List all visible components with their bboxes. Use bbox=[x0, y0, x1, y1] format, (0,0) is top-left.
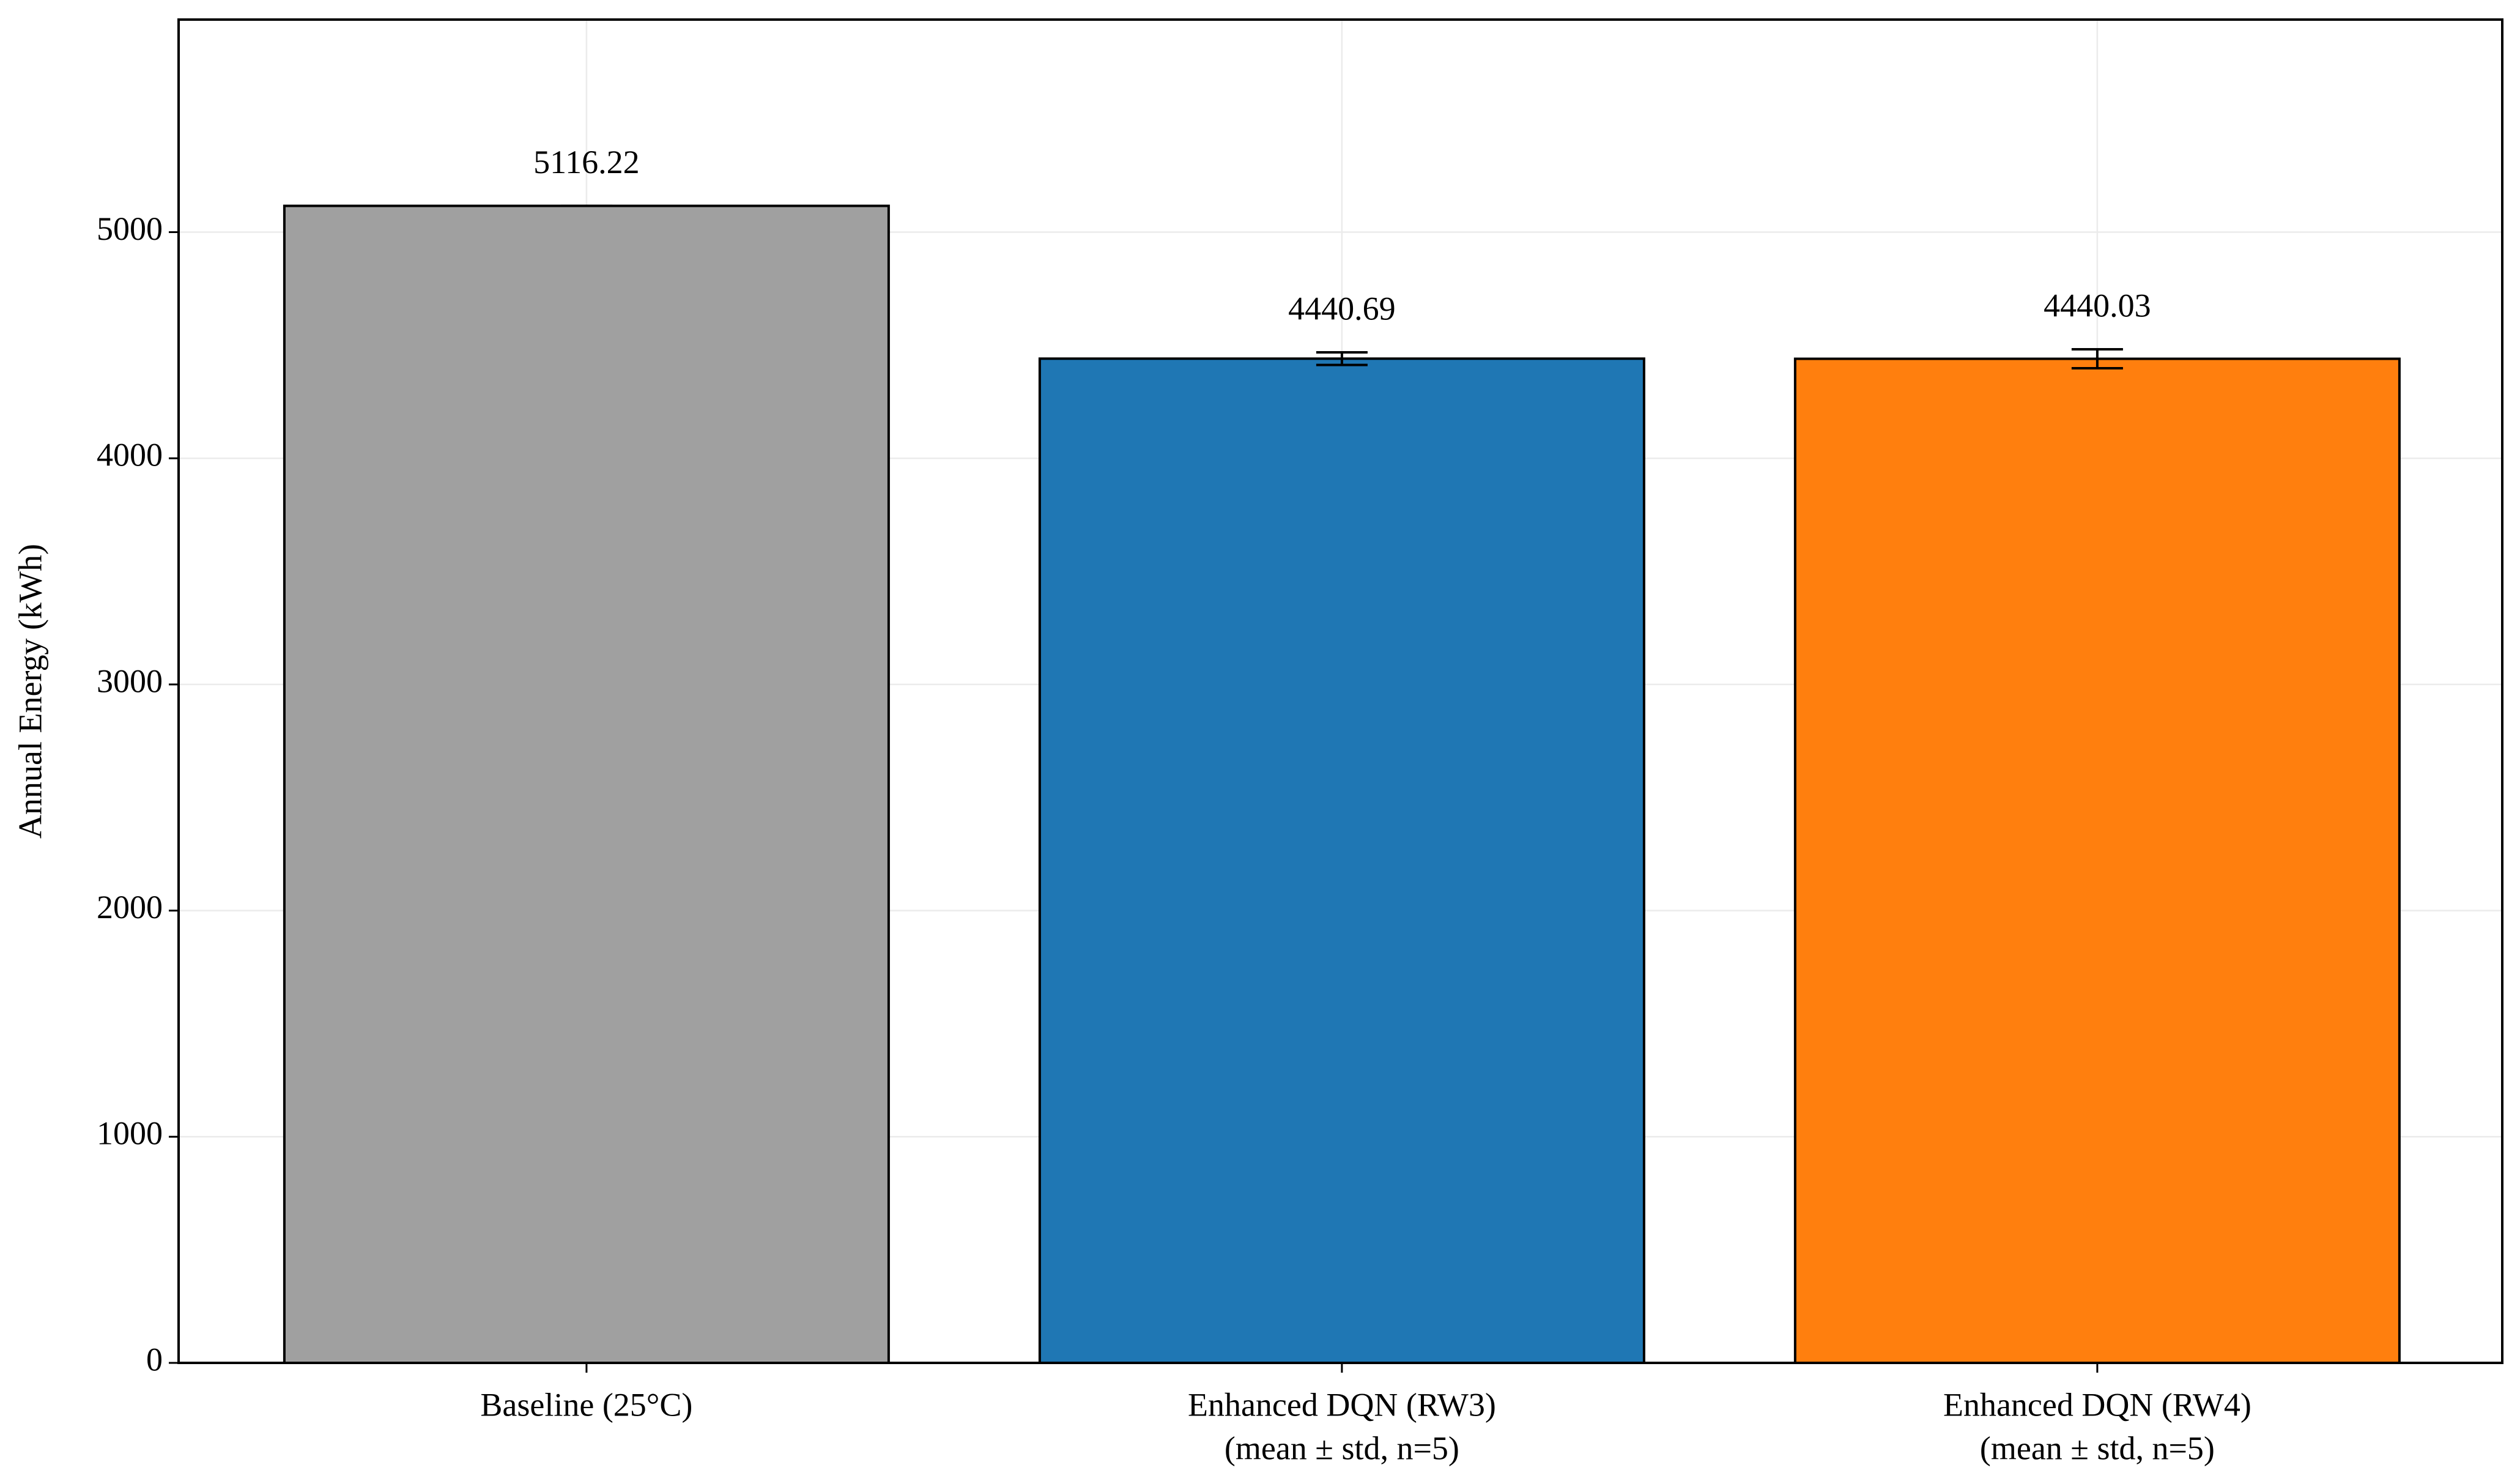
plot-frame bbox=[177, 18, 2503, 1364]
y-tick-label: 5000 bbox=[97, 210, 163, 247]
x-tick-label: (mean ± std, n=5) bbox=[1225, 1430, 1459, 1466]
y-tick-label: 2000 bbox=[97, 889, 163, 926]
bar bbox=[1793, 357, 2401, 1364]
y-tick-label: 3000 bbox=[97, 662, 163, 699]
value-label: 5116.22 bbox=[533, 144, 640, 180]
x-tick-label: Enhanced DQN (RW4) bbox=[1943, 1386, 2251, 1423]
x-tick-label: Enhanced DQN (RW3) bbox=[1188, 1386, 1496, 1423]
value-label: 4440.03 bbox=[2044, 287, 2151, 324]
x-tick-label: Baseline (25°C) bbox=[480, 1386, 692, 1423]
bar bbox=[283, 204, 890, 1365]
value-label: 4440.69 bbox=[1288, 290, 1396, 327]
y-axis-label: Annual Energy (kWh) bbox=[12, 544, 48, 839]
y-tick-label: 4000 bbox=[97, 437, 163, 473]
bar bbox=[1038, 357, 1645, 1364]
y-tick-label: 1000 bbox=[97, 1115, 163, 1152]
x-tick-label: (mean ± std, n=5) bbox=[1980, 1430, 2215, 1466]
y-tick-label: 0 bbox=[146, 1341, 163, 1378]
